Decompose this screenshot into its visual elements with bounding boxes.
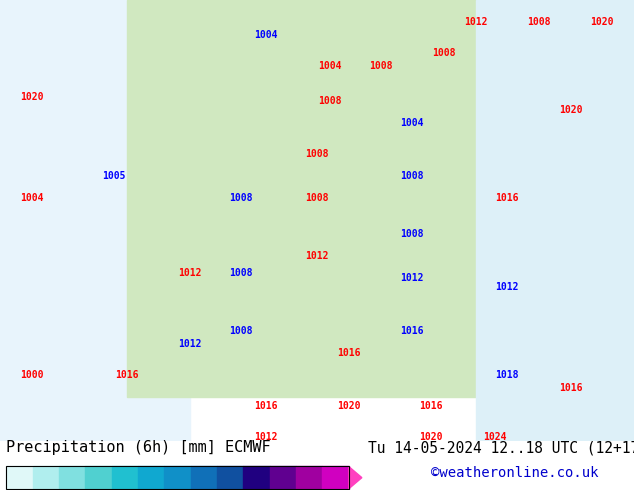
Text: 1004: 1004	[254, 30, 278, 40]
Text: 1012: 1012	[254, 432, 278, 441]
Bar	[296, 466, 322, 489]
Bar	[33, 466, 59, 489]
Bar	[0, 0, 190, 441]
Bar	[164, 466, 191, 489]
Text: 1016: 1016	[337, 348, 361, 358]
Bar	[59, 466, 86, 489]
Text: 1008: 1008	[229, 269, 253, 278]
Text: 1016: 1016	[254, 401, 278, 411]
Text: 1020: 1020	[337, 401, 361, 411]
Bar	[138, 466, 164, 489]
Text: 1005: 1005	[102, 172, 126, 181]
Text: 1012: 1012	[463, 17, 488, 27]
Text: 1012: 1012	[178, 269, 202, 278]
Text: 1008: 1008	[527, 17, 551, 27]
Bar	[86, 466, 112, 489]
Text: 1016: 1016	[495, 194, 519, 203]
Bar	[6, 466, 33, 489]
Text: 1008: 1008	[305, 194, 329, 203]
Text: 1004: 1004	[400, 119, 424, 128]
Polygon shape	[349, 466, 362, 489]
Bar	[243, 466, 269, 489]
Bar	[191, 466, 217, 489]
Bar	[322, 466, 349, 489]
Text: 1020: 1020	[559, 105, 583, 115]
Text: 1020: 1020	[419, 432, 443, 441]
Bar	[269, 466, 296, 489]
Bar	[476, 0, 634, 441]
Text: 1008: 1008	[305, 149, 329, 159]
Text: Precipitation (6h) [mm] ECMWF: Precipitation (6h) [mm] ECMWF	[6, 440, 271, 455]
Text: 1008: 1008	[229, 194, 253, 203]
Bar	[112, 466, 138, 489]
Bar	[217, 466, 243, 489]
Text: 1004: 1004	[318, 61, 342, 71]
Text: 1020: 1020	[20, 92, 44, 102]
Text: 1018: 1018	[495, 370, 519, 380]
Text: 1008: 1008	[432, 48, 456, 58]
Text: 1008: 1008	[368, 61, 392, 71]
Text: 1012: 1012	[495, 282, 519, 292]
Text: 1000: 1000	[20, 370, 44, 380]
Text: 1016: 1016	[115, 370, 139, 380]
Text: 1012: 1012	[178, 339, 202, 349]
Text: ©weatheronline.co.uk: ©weatheronline.co.uk	[431, 466, 598, 481]
Text: 1012: 1012	[305, 251, 329, 261]
Bar	[6, 466, 349, 489]
Text: 1024: 1024	[482, 432, 507, 441]
Text: Tu 14-05-2024 12..18 UTC (12+174): Tu 14-05-2024 12..18 UTC (12+174)	[368, 440, 634, 455]
Text: 1020: 1020	[590, 17, 614, 27]
Text: 1012: 1012	[400, 273, 424, 283]
Text: 1008: 1008	[229, 326, 253, 336]
Text: 1016: 1016	[559, 383, 583, 393]
Text: 1016: 1016	[419, 401, 443, 411]
Text: 1016: 1016	[400, 326, 424, 336]
Text: 1008: 1008	[400, 229, 424, 239]
Text: 1004: 1004	[20, 194, 44, 203]
Text: 1008: 1008	[318, 97, 342, 106]
Text: 1008: 1008	[400, 172, 424, 181]
Bar	[127, 0, 507, 397]
